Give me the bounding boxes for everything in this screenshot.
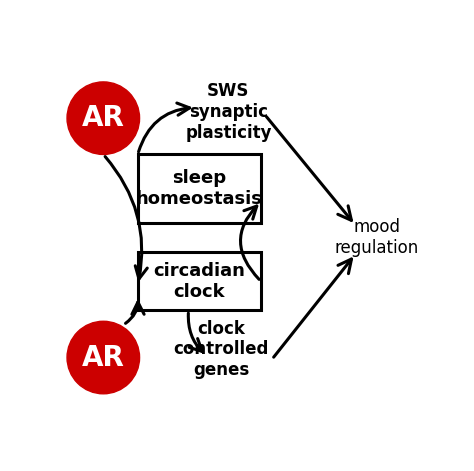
Text: sleep
homeostasis: sleep homeostasis (136, 170, 263, 208)
Text: circadian
clock: circadian clock (154, 262, 246, 301)
Text: AR: AR (82, 343, 125, 372)
FancyBboxPatch shape (138, 154, 261, 223)
Text: AR: AR (82, 104, 125, 132)
Text: SWS
synaptic
plasticity: SWS synaptic plasticity (185, 82, 272, 141)
FancyBboxPatch shape (138, 252, 261, 310)
Text: clock
controlled
genes: clock controlled genes (173, 320, 269, 379)
Text: mood
regulation: mood regulation (335, 219, 419, 257)
Circle shape (67, 321, 139, 394)
Circle shape (67, 82, 139, 154)
